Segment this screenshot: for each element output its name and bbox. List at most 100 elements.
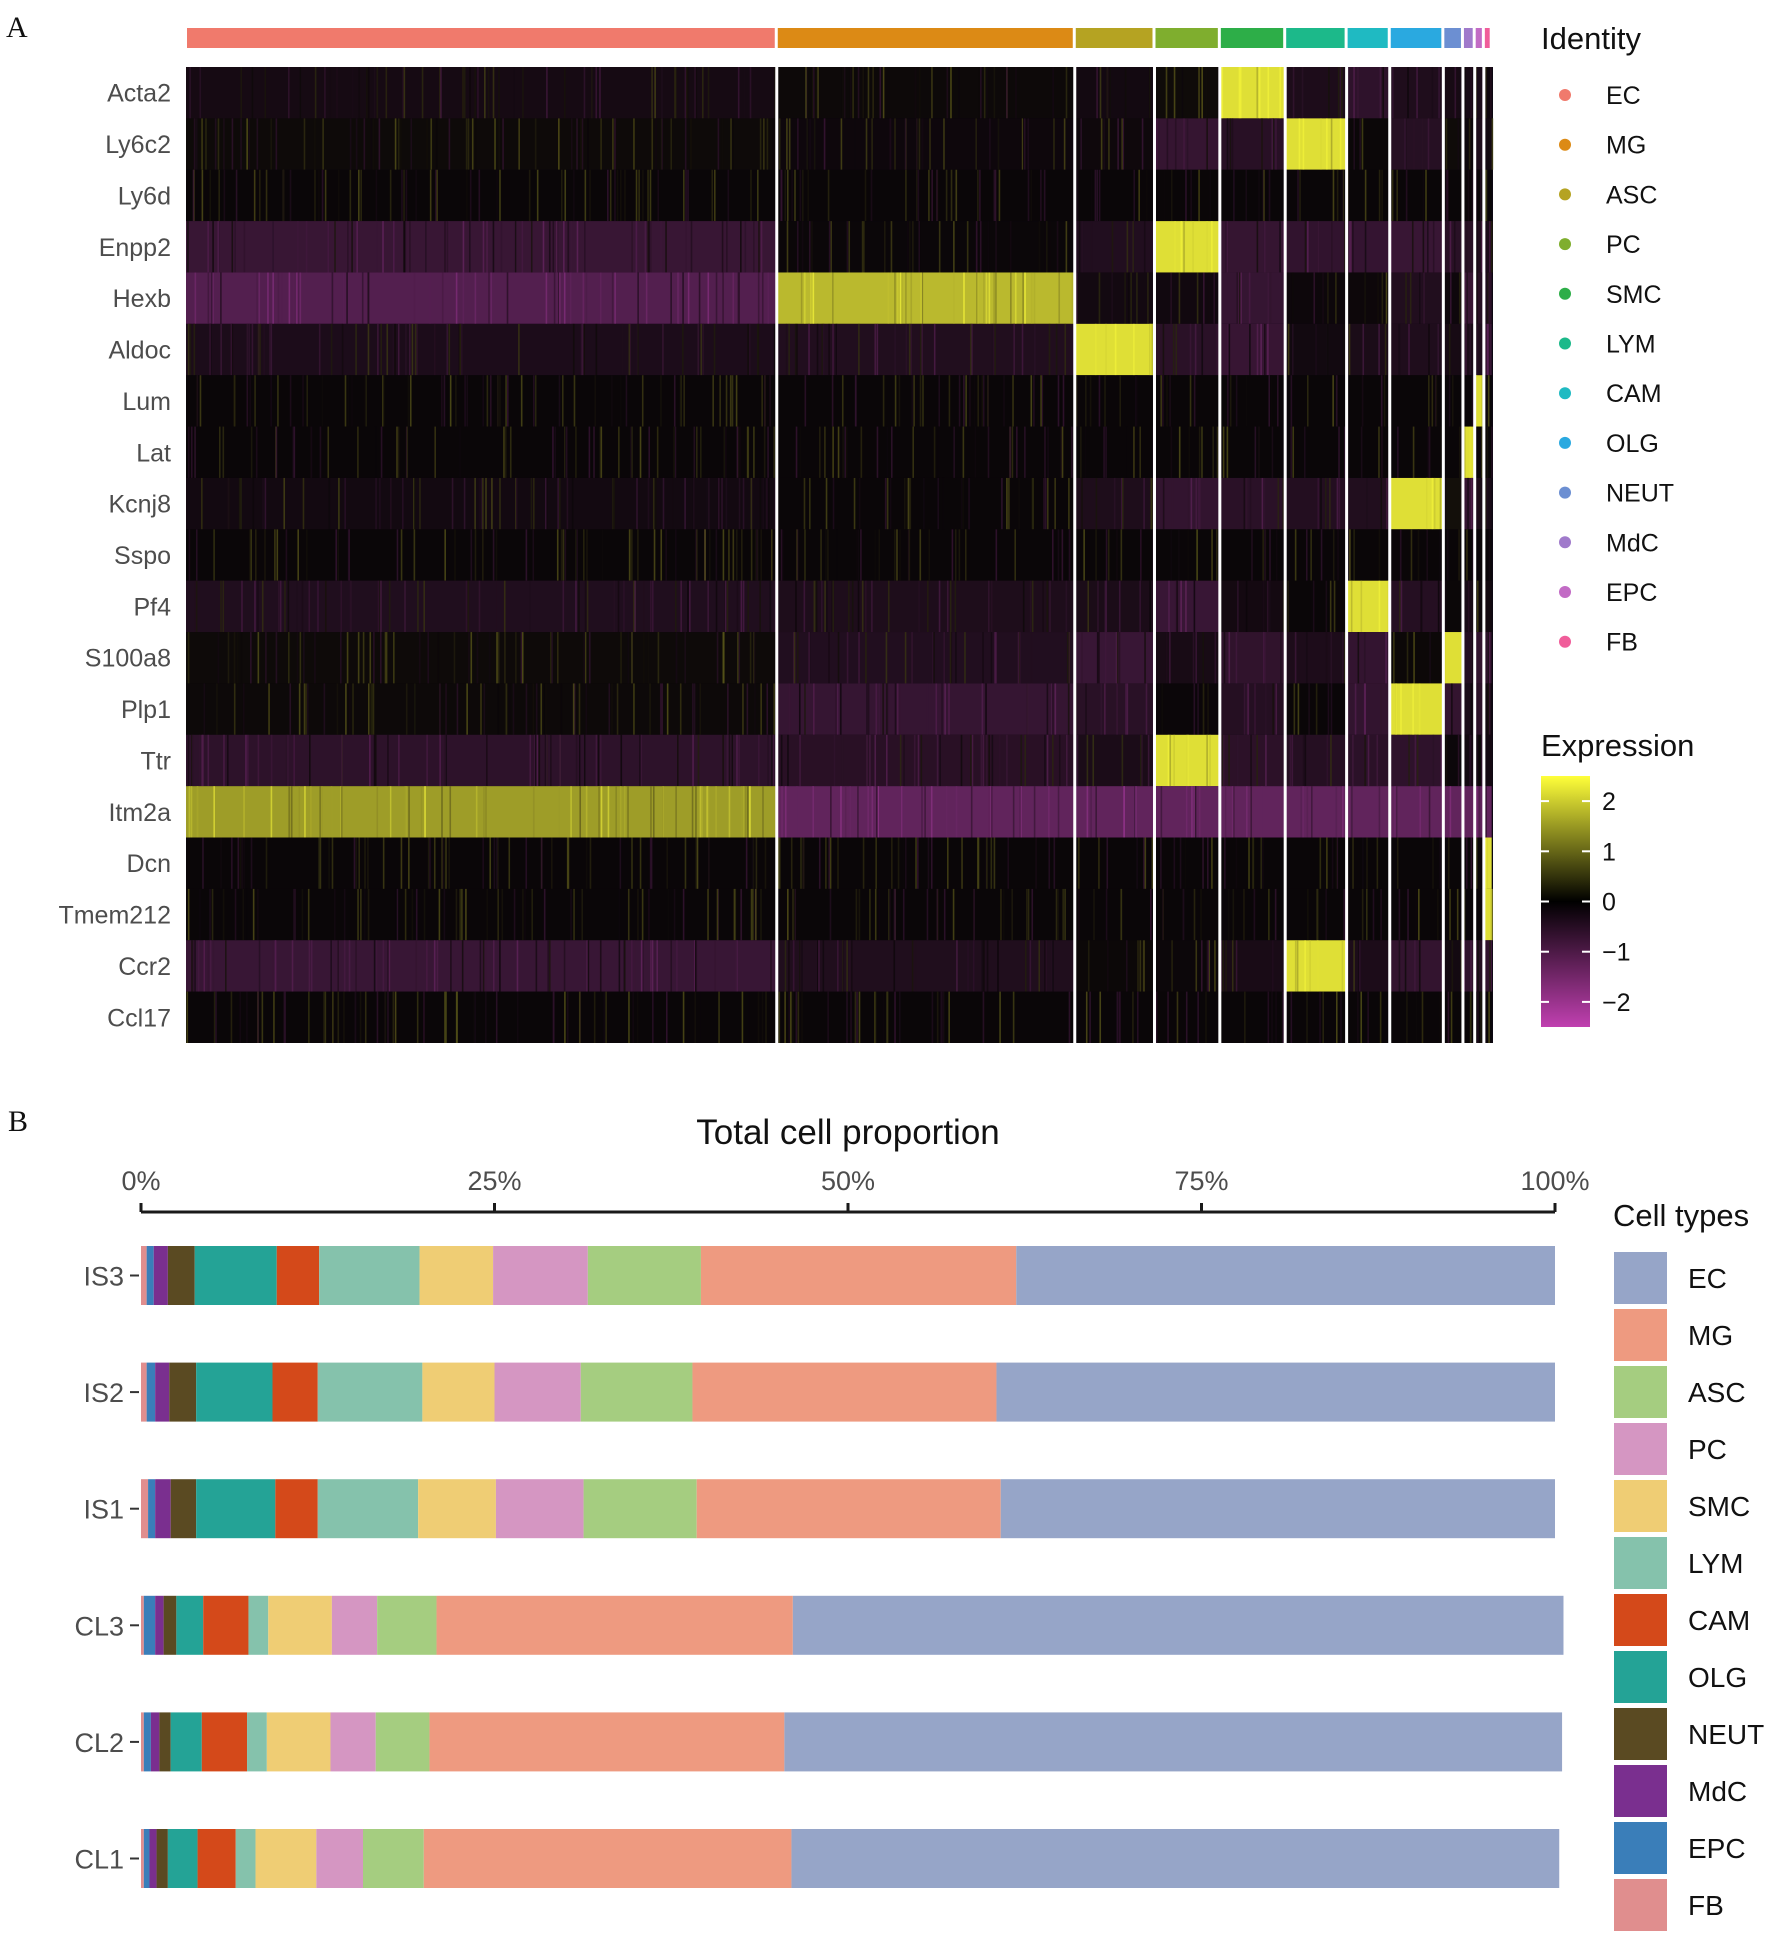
heatmap-stripe	[677, 734, 679, 787]
heatmap-stripe	[704, 529, 706, 581]
cell-type-label: ASC	[1688, 1377, 1746, 1408]
heatmap-stripe	[1421, 991, 1424, 1043]
heatmap-stripe	[1418, 683, 1421, 735]
heatmap-stripe	[337, 529, 340, 581]
heatmap-stripe	[1488, 991, 1490, 1043]
heatmap-stripe	[426, 940, 428, 992]
heatmap-stripe	[416, 991, 419, 1043]
heatmap-stripe	[599, 734, 602, 787]
heatmap-stripe	[652, 477, 655, 530]
heatmap-stripe	[230, 991, 233, 1043]
heatmap-stripe	[1211, 837, 1213, 889]
heatmap-stripe	[751, 837, 754, 889]
heatmap-stripe	[707, 272, 710, 324]
heatmap-cell	[1346, 272, 1390, 324]
heatmap-stripe	[1086, 734, 1089, 787]
heatmap-stripe	[1463, 888, 1466, 941]
heatmap-stripe	[987, 580, 990, 633]
heatmap-stripe	[640, 734, 643, 787]
heatmap-stripe	[898, 375, 901, 427]
cell-types-legend-title: Cell types	[1613, 1198, 1749, 1233]
heatmap-stripe	[755, 837, 758, 889]
heatmap-cell	[1154, 67, 1220, 119]
heatmap-stripe	[1093, 888, 1095, 941]
heatmap-stripe	[1377, 272, 1379, 324]
heatmap-stripe	[738, 734, 740, 787]
heatmap-stripe	[995, 221, 997, 273]
heatmap-cell	[1474, 221, 1484, 273]
colorbar-tick-label: −2	[1602, 989, 1631, 1017]
heatmap-stripe	[1290, 991, 1293, 1043]
heatmap-stripe	[1107, 940, 1109, 992]
heatmap-stripe	[937, 426, 940, 478]
heatmap-stripe	[874, 888, 877, 941]
heatmap-stripe	[1231, 940, 1234, 992]
heatmap-cell	[1154, 221, 1220, 273]
heatmap-stripe	[595, 323, 598, 376]
heatmap-stripe	[1015, 67, 1017, 119]
heatmap-stripe	[1328, 67, 1330, 119]
heatmap-stripe	[347, 375, 350, 427]
heatmap-stripe	[413, 477, 416, 530]
heatmap-stripe	[761, 375, 763, 427]
heatmap-stripe	[516, 940, 519, 992]
heatmap-stripe	[982, 375, 985, 427]
cell-type-label: EC	[1688, 1263, 1727, 1294]
heatmap-stripe	[330, 940, 332, 992]
heatmap-stripe	[482, 529, 484, 581]
heatmap-stripe	[1010, 272, 1012, 324]
heatmap-stripe	[1428, 323, 1430, 376]
heatmap-stripe	[675, 632, 678, 684]
heatmap-stripe	[443, 888, 446, 941]
heatmap-stripe	[1353, 118, 1356, 170]
heatmap-stripe	[840, 118, 843, 170]
heatmap-stripe	[394, 118, 397, 170]
heatmap-cell	[1474, 272, 1484, 324]
heatmap-stripe	[1361, 375, 1364, 427]
heatmap-stripe	[1251, 529, 1253, 581]
heatmap-stripe	[227, 632, 230, 684]
heatmap-stripe	[989, 786, 992, 838]
heatmap-stripe	[331, 272, 334, 324]
heatmap-stripe	[1466, 529, 1468, 581]
heatmap-stripe	[1338, 426, 1340, 478]
heatmap-stripe	[342, 272, 345, 324]
heatmap-stripe	[1449, 221, 1452, 273]
heatmap-stripe	[714, 940, 717, 992]
heatmap-stripe	[825, 529, 827, 581]
heatmap-stripe	[983, 940, 985, 992]
heatmap-stripe	[1307, 888, 1309, 941]
heatmap-stripe	[816, 940, 819, 992]
heatmap-stripe	[854, 991, 857, 1043]
heatmap-cell	[1462, 272, 1475, 324]
heatmap-stripe	[306, 683, 309, 735]
heatmap-stripe	[273, 991, 275, 1043]
heatmap-stripe	[580, 323, 583, 376]
heatmap-stripe	[1480, 221, 1483, 273]
heatmap-stripe	[585, 786, 588, 838]
heatmap-stripe	[245, 888, 248, 941]
heatmap-stripe	[321, 375, 324, 427]
heatmap-stripe	[1045, 940, 1047, 992]
heatmap-stripe	[1201, 67, 1203, 119]
heatmap-stripe	[1170, 529, 1173, 581]
heatmap-stripe	[492, 529, 495, 581]
heatmap-stripe	[643, 632, 645, 684]
heatmap-stripe	[385, 67, 388, 119]
heatmap-panel: Acta2Ly6c2Ly6dEnpp2HexbAldocLumLatKcnj8S…	[58, 28, 1494, 1043]
heatmap-stripe	[777, 221, 780, 273]
heatmap-stripe	[841, 734, 844, 787]
heatmap-stripe	[1008, 477, 1010, 530]
heatmap-stripe	[376, 991, 379, 1043]
heatmap-stripe	[201, 477, 203, 530]
heatmap-stripe	[820, 580, 823, 633]
heatmap-stripe	[405, 786, 408, 838]
heatmap-stripe	[987, 375, 989, 427]
heatmap-stripe	[651, 118, 654, 170]
heatmap-stripe	[759, 477, 762, 530]
heatmap-stripe	[1124, 67, 1127, 119]
heatmap-stripe	[736, 580, 739, 633]
heatmap-stripe	[563, 940, 566, 992]
heatmap-stripe	[616, 683, 619, 735]
bar-segment-ec-is2	[996, 1362, 1555, 1422]
